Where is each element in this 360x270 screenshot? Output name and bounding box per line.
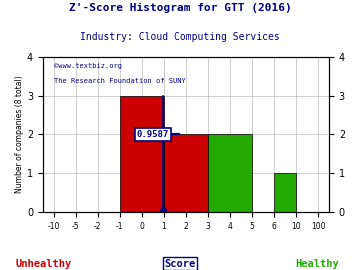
Bar	[274, 173, 296, 212]
Y-axis label: Number of companies (8 total): Number of companies (8 total)	[15, 76, 24, 193]
Text: ©www.textbiz.org: ©www.textbiz.org	[54, 63, 122, 69]
Text: Z'-Score Histogram for GTT (2016): Z'-Score Histogram for GTT (2016)	[69, 3, 291, 13]
Text: Healthy: Healthy	[295, 259, 339, 269]
Bar	[164, 134, 208, 212]
Bar	[208, 134, 252, 212]
Text: 0.9587: 0.9587	[137, 130, 169, 139]
Text: The Research Foundation of SUNY: The Research Foundation of SUNY	[54, 78, 185, 84]
Text: Unhealthy: Unhealthy	[15, 259, 71, 269]
Text: Score: Score	[165, 259, 195, 269]
Bar	[120, 96, 164, 212]
Text: Industry: Cloud Computing Services: Industry: Cloud Computing Services	[80, 32, 280, 42]
